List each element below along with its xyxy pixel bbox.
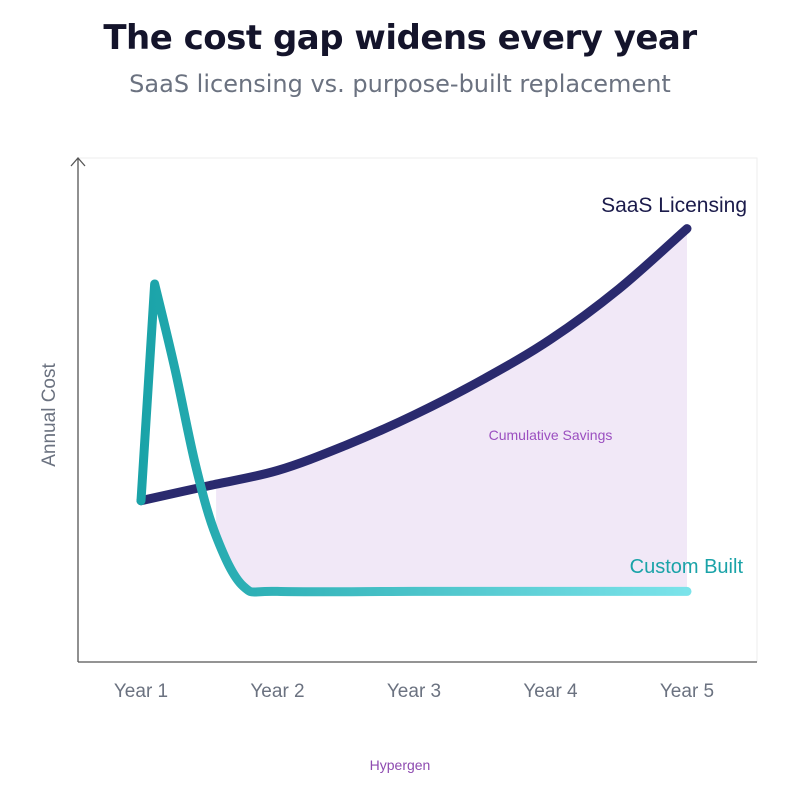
x-tick-label: Year 4	[523, 681, 578, 702]
saas-licensing-label: SaaS Licensing	[601, 194, 747, 217]
chart-title: The cost gap widens every year	[103, 18, 697, 58]
x-tick-label: Year 1	[114, 681, 168, 702]
cumulative-savings-label: Cumulative Savings	[489, 427, 613, 443]
custom-built-line	[136, 279, 692, 597]
brand-footer: Hypergen	[369, 757, 431, 773]
saas-licensing-line	[136, 224, 692, 506]
chart-subtitle: SaaS licensing vs. purpose-built replace…	[129, 70, 671, 98]
y-axis-arrow	[70, 157, 86, 167]
plot-border	[78, 157, 758, 662]
x-tick-label: Year 5	[660, 681, 714, 702]
x-tick-label: Year 3	[387, 681, 441, 702]
y-axis-label: Annual Cost	[39, 363, 60, 467]
x-tick-label: Year 2	[250, 681, 304, 702]
custom-built-label: Custom Built	[630, 556, 744, 578]
cumulative-savings-area	[216, 228, 687, 592]
